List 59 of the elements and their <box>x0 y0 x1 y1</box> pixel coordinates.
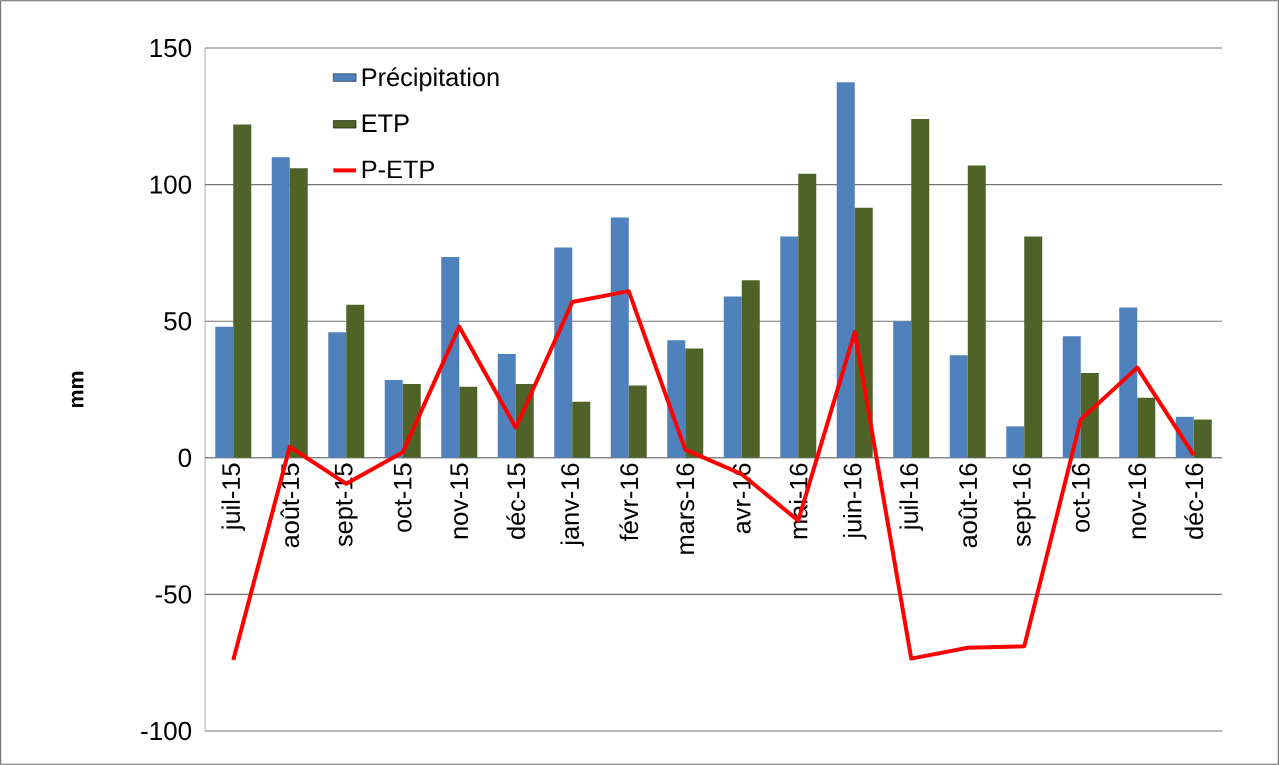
bar <box>893 321 912 458</box>
bar <box>911 119 930 458</box>
x-tick-label: nov-16 <box>1128 463 1147 539</box>
bar <box>854 207 873 458</box>
bar <box>497 353 516 458</box>
bar <box>1193 419 1212 458</box>
legend-label: Précipitation <box>362 67 499 92</box>
bar <box>1137 397 1156 458</box>
bar <box>685 348 704 458</box>
bar <box>610 217 629 458</box>
bar <box>628 385 647 458</box>
bar <box>554 247 573 458</box>
bar <box>346 304 365 458</box>
bar <box>215 326 234 458</box>
bar <box>780 236 799 458</box>
bar <box>271 157 290 458</box>
x-tick-label: mars-16 <box>676 463 695 554</box>
bar <box>1062 336 1081 458</box>
x-tick-label: juil-15 <box>221 463 246 531</box>
x-tick-label: oct-16 <box>1071 463 1090 532</box>
y-tick-label: -50 <box>155 585 192 604</box>
bar <box>1024 236 1043 458</box>
y-tick-label: 100 <box>150 175 192 194</box>
bar <box>949 355 968 458</box>
bar <box>328 332 347 458</box>
x-tick-label: déc-15 <box>506 463 526 539</box>
bar <box>967 165 986 458</box>
bar <box>1006 426 1025 458</box>
bar <box>384 379 403 458</box>
y-axis-title: mm <box>71 371 84 408</box>
bar <box>667 340 686 458</box>
x-tick-label: oct-15 <box>393 463 412 532</box>
bar <box>798 173 817 458</box>
bar <box>741 280 760 458</box>
y-tick-label: -100 <box>141 721 192 741</box>
y-tick-label: 50 <box>164 312 192 331</box>
x-tick-label: déc-16 <box>1184 463 1204 539</box>
x-tick-label: janv-16 <box>560 463 585 547</box>
x-tick-label: sept-15 <box>334 463 358 547</box>
x-tick-label: août-15 <box>280 463 300 548</box>
legend-label: ETP <box>362 114 409 133</box>
bar <box>289 168 308 458</box>
bar <box>572 401 591 458</box>
bar <box>1119 307 1138 458</box>
x-tick-label: août-16 <box>958 463 978 548</box>
legend-label: P-ETP <box>362 160 434 179</box>
bar <box>1080 373 1099 458</box>
bar <box>723 296 742 458</box>
x-tick-label: sept-16 <box>1012 463 1036 547</box>
x-tick-label: nov-15 <box>450 463 469 539</box>
x-tick-label: févr-16 <box>619 463 639 541</box>
bar <box>836 82 855 458</box>
y-tick-label: 150 <box>150 38 192 58</box>
bar <box>233 124 252 458</box>
x-tick-label: juil-16 <box>899 463 924 531</box>
bar <box>441 257 460 458</box>
x-tick-label: juin-16 <box>842 463 867 540</box>
y-tick-label: 0 <box>178 448 192 467</box>
bar <box>459 386 478 458</box>
